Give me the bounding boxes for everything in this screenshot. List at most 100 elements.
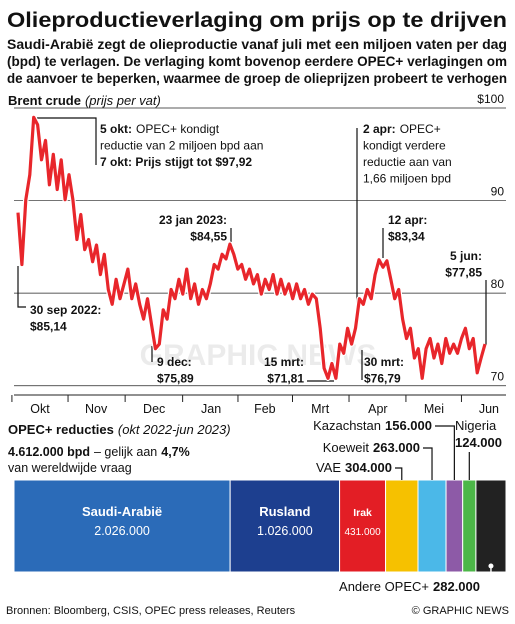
annotation-text: $83,34 [388, 230, 425, 244]
annotation-text: OPEC+ kondigt [136, 122, 220, 136]
annotation-text: 15 mrt: [264, 355, 304, 369]
bar-segment [339, 479, 387, 573]
leader-line [395, 467, 403, 480]
annotation: 5 okt: OPEC+ kondigt [100, 122, 220, 136]
segment-name: Andere OPEC+ [339, 579, 429, 594]
segment-value: 124.000 [455, 435, 502, 450]
annotation: $83,34 [388, 230, 425, 244]
credit: © GRAPHIC NEWS [412, 605, 509, 617]
bar-title: OPEC+ reducties [8, 422, 114, 437]
annotation-text: 1,66 miljoen bpd [363, 172, 451, 186]
annotation: 2 apr: OPEC+ [363, 122, 441, 136]
annotation: $84,55 [190, 230, 227, 244]
segment-name: Nigeria [455, 418, 497, 433]
annotation-text: $85,14 [30, 320, 67, 334]
annotation-text: OPEC+ [400, 122, 441, 136]
annotation: $76,79 [364, 372, 401, 386]
annotation: $71,81 [267, 372, 304, 386]
annotation-text: 5 jun: [450, 249, 482, 263]
price-line [16, 115, 487, 380]
bar-subtitle: (okt 2022-jun 2023) [118, 422, 231, 437]
segment-label: Kazachstan 156.000 [313, 418, 432, 433]
annotation-text: $71,81 [267, 372, 304, 386]
leader-dot [488, 563, 494, 569]
annotation-text: 12 apr: [388, 213, 427, 227]
annotation-text: 23 jan 2023: [159, 213, 227, 227]
annotation-text: $84,55 [190, 230, 227, 244]
annotation: 7 okt: Prijs stijgt tot $97,92 [100, 155, 252, 169]
segment-label: Koeweit 263.000 [323, 440, 420, 455]
annotation-text: reductie van 2 miljoen bpd aan [100, 139, 263, 153]
bar-segment [462, 479, 477, 573]
annotation: $75,89 [157, 372, 194, 386]
chart-title: Brent crude [8, 93, 81, 108]
annotation-text: 30 sep 2022: [30, 303, 101, 317]
segment-value: 263.000 [373, 440, 420, 455]
bar-title: OPEC+ reducties (okt 2022-jun 2023) [8, 422, 231, 437]
total-text: – gelijk aan [94, 445, 157, 459]
annotation: 30 sep 2022: [30, 303, 101, 317]
segment-name: VAE [316, 460, 341, 475]
annotation-text: reductie aan van [363, 155, 452, 169]
total-note: van wereldwijde vraag [8, 461, 132, 475]
chart-subtitle: (prijs per vat) [85, 93, 161, 108]
subtitle: de aanvoer te beperken, waarmee de groep… [7, 71, 507, 86]
annotation: $85,14 [30, 320, 67, 334]
x-tick-label: Mrt [311, 402, 330, 416]
share: 4,7% [161, 445, 190, 459]
source: Bronnen: Bloomberg, CSIS, OPEC press rel… [6, 605, 296, 617]
leader-line [423, 447, 433, 480]
annotation: reductie van 2 miljoen bpd aan [100, 139, 263, 153]
y-tick-label: 90 [491, 185, 505, 199]
annotation: 5 jun: [450, 249, 482, 263]
annotation: 1,66 miljoen bpd [363, 172, 451, 186]
segment-value: 156.000 [385, 418, 432, 433]
total: 4.612.000 bpd [8, 445, 90, 459]
segment-name: Saudi-Arabië [82, 504, 162, 519]
x-tick-label: Dec [143, 402, 165, 416]
x-tick-label: Jun [479, 402, 499, 416]
annotation: 12 apr: [388, 213, 427, 227]
segment-value: 282.000 [433, 579, 480, 594]
chart-title: Brent crude (prijs per vat) [8, 93, 161, 108]
segment-value: 304.000 [345, 460, 392, 475]
segment-value: 2.026.000 [94, 524, 150, 538]
bar-segment [417, 479, 447, 573]
bar-segment [445, 479, 464, 573]
total: 4.612.000 bpd – gelijk aan 4,7% [8, 445, 190, 459]
x-tick-label: Mei [424, 402, 444, 416]
annotation-text: kondigt verdere [363, 139, 446, 153]
annotation: kondigt verdere [363, 139, 446, 153]
segment-name: Koeweit [323, 440, 370, 455]
x-tick-label: Apr [368, 402, 387, 416]
leader-line [17, 266, 26, 308]
annotation-text: 2 apr: [363, 122, 396, 136]
y-tick-label: 70 [491, 370, 505, 384]
annotation: 30 mrt: [364, 355, 404, 369]
x-tick-label: Jan [201, 402, 221, 416]
annotation-text: 30 mrt: [364, 355, 404, 369]
x-tick-label: Nov [85, 402, 108, 416]
leader-line [484, 566, 492, 588]
segment-label: VAE 304.000 [316, 460, 392, 475]
annotation-text: $76,79 [364, 372, 401, 386]
annotation-text: 9 dec: [157, 355, 192, 369]
segment-value: 1.026.000 [257, 524, 313, 538]
segment-name: Irak [353, 507, 372, 519]
annotation: 15 mrt: [264, 355, 304, 369]
annotation: 23 jan 2023: [159, 213, 227, 227]
segment-name: Rusland [259, 504, 310, 519]
segment-name: Kazachstan [313, 418, 381, 433]
subtitle: Saudi-Arabië zegt de olieproductie vanaf… [7, 37, 507, 52]
bar-segment [385, 479, 419, 573]
bar-segment [475, 479, 507, 573]
segment-label: Andere OPEC+ 282.000 [339, 579, 480, 594]
x-tick-label: Okt [30, 402, 50, 416]
title: Olieproductieverlaging om prijs op te dr… [7, 9, 507, 32]
y-tick-label: $100 [477, 92, 504, 106]
annotation: reductie aan van [363, 155, 452, 169]
x-tick-label: Feb [254, 402, 276, 416]
annotation-text: $77,85 [445, 266, 482, 280]
annotation-text: 5 okt: [100, 122, 132, 136]
